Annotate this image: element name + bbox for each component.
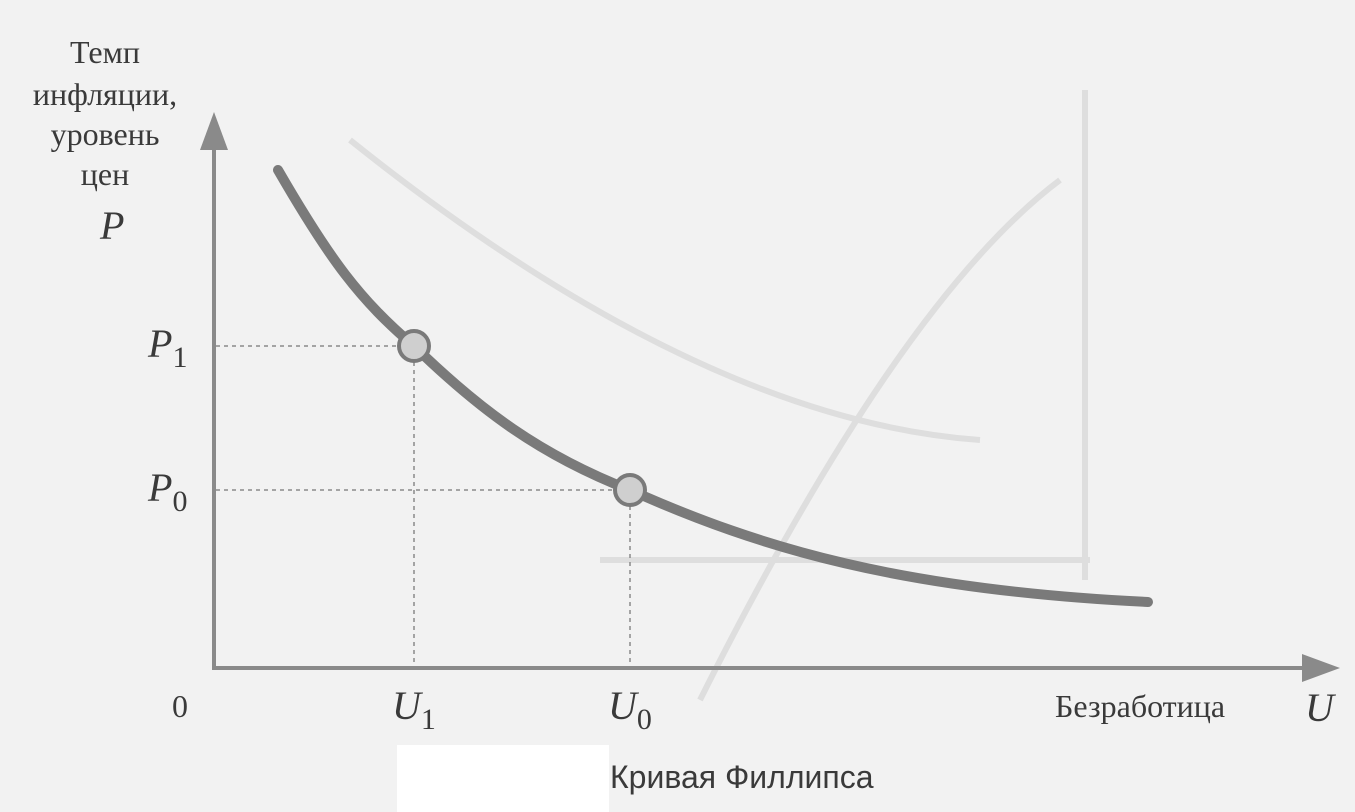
figure-caption: Кривая Филлипса — [610, 759, 874, 795]
tick-label-p0-base: P — [148, 465, 173, 510]
x-axis-symbol: U — [1305, 685, 1334, 730]
tick-label-u1-base: U — [392, 683, 421, 728]
tick-label-p1-sub: 1 — [172, 341, 188, 374]
x-axis-arrow — [1302, 654, 1340, 682]
caption-background — [397, 745, 609, 812]
tick-label-u1-sub: 1 — [420, 703, 436, 736]
tick-label-p0-sub: 0 — [172, 485, 188, 518]
tick-label-u0-sub: 0 — [636, 703, 652, 736]
tick-label-u0-base: U — [608, 683, 637, 728]
y-axis-title-line-2: инфляции, — [32, 76, 178, 112]
y-axis-title-line-3: уровень — [50, 116, 160, 152]
y-axis-title-line-1: Темп — [70, 34, 140, 70]
tick-label-p0: P0 — [148, 465, 187, 517]
phillips-curve — [273, 165, 1153, 607]
x-axis-title: Безработица — [1055, 688, 1226, 724]
tick-label-u0: U0 — [608, 683, 652, 735]
y-axis-title-line-4: цен — [80, 156, 130, 192]
origin-label: 0 — [172, 688, 188, 724]
point-marker-p1-u1 — [397, 329, 431, 363]
tick-label-u1: U1 — [392, 683, 436, 735]
y-axis-symbol: P — [100, 203, 125, 248]
guide-lines — [216, 345, 631, 666]
point-marker-p0-u0 — [613, 473, 647, 507]
y-axis-arrow — [200, 112, 228, 150]
tick-label-p1-base: P — [148, 321, 173, 366]
tick-label-p1: P1 — [148, 321, 187, 373]
